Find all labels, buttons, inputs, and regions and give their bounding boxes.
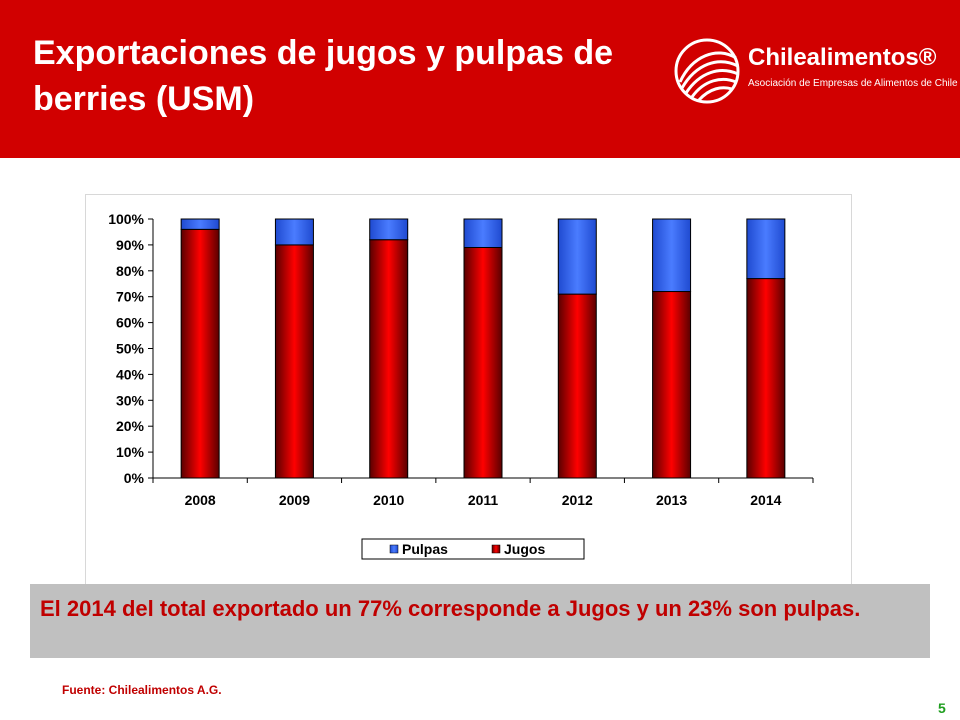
bar-jugos	[463, 246, 503, 479]
bar-pulpas	[274, 218, 314, 246]
x-tick-label: 2012	[562, 492, 593, 508]
stacked-bar-chart: 0% 10% 20% 30% 40% 50% 60% 70% 80% 90% 100% 2008 200…	[108, 211, 814, 560]
bar-pulpas	[180, 218, 220, 230]
bar-pulpas	[463, 218, 503, 248]
source-note: Fuente: Chilealimentos A.G.	[62, 683, 222, 697]
globe-icon	[674, 38, 740, 104]
x-tick-label: 2010	[373, 492, 404, 508]
caption-box: El 2014 del total exportado un 77% corre…	[30, 584, 930, 658]
y-tick-label: 50%	[116, 341, 145, 357]
legend-swatch	[389, 544, 399, 554]
y-tick-label: 90%	[116, 237, 145, 253]
logo-name: Chilealimentos®	[748, 44, 937, 71]
bar-jugos	[180, 228, 220, 479]
page-number: 5	[938, 700, 946, 716]
logo-subtitle: Asociación de Empresas de Alimentos de C…	[748, 78, 958, 89]
slide-title: Exportaciones de jugos y pulpas de berri…	[33, 34, 614, 118]
chart-frame: 0% 10% 20% 30% 40% 50% 60% 70% 80% 90% 100% 2008 200…	[85, 194, 852, 588]
y-tick-label: 30%	[116, 392, 145, 408]
y-tick-label: 80%	[116, 263, 145, 279]
bar-pulpas	[557, 218, 597, 295]
x-tick-label: 2009	[279, 492, 310, 508]
y-tick-label: 70%	[116, 289, 145, 305]
x-tick-label: 2008	[185, 492, 216, 508]
bar-jugos	[557, 293, 597, 479]
bar-pulpas	[746, 218, 786, 280]
caption-text: El 2014 del total exportado un 77% corre…	[40, 596, 861, 621]
legend-label: Jugos	[504, 541, 545, 557]
x-tick-label: 2011	[468, 492, 499, 508]
y-tick-label: 10%	[116, 444, 145, 460]
bar-jugos	[369, 239, 409, 479]
y-tick-label: 20%	[116, 418, 145, 434]
legend-swatch	[491, 544, 501, 554]
y-tick-label: 100%	[108, 211, 144, 227]
y-tick-label: 60%	[116, 315, 145, 331]
y-tick-label: 0%	[124, 470, 145, 486]
chilealimentos-logo: Chilealimentos® Asociación de Empresas d…	[672, 36, 958, 106]
bar-jugos	[652, 291, 692, 479]
bar-jugos	[746, 278, 786, 479]
legend-box	[361, 538, 585, 560]
bar-pulpas	[652, 218, 692, 293]
x-tick-label: 2013	[656, 492, 687, 508]
slide-header: Exportaciones de jugos y pulpas de berri…	[0, 0, 960, 158]
bar-pulpas	[369, 218, 409, 241]
y-tick-label: 40%	[116, 366, 145, 382]
bar-jugos	[274, 244, 314, 479]
x-tick-label: 2014	[750, 492, 781, 508]
legend-label: Pulpas	[402, 541, 448, 557]
